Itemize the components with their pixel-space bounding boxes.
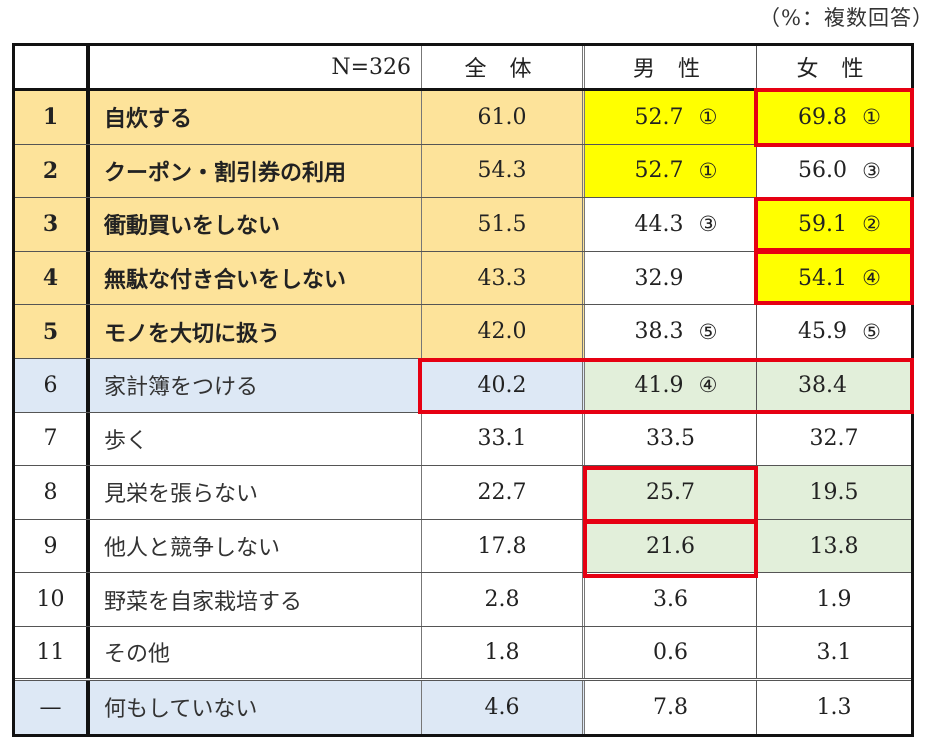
header-male: 男 性 [585, 46, 757, 88]
male-rank: ④ [698, 373, 718, 398]
female-value: 32.7 [809, 426, 859, 452]
header-rank [15, 46, 90, 88]
rank-cell: 1 [15, 91, 90, 144]
male-value: 0.6 [585, 626, 757, 678]
rank-cell: 9 [15, 519, 90, 573]
female-value: 38.4 [757, 358, 911, 412]
table-row: 4 無駄な付き合いをしない 43.3 32.9 54.1 ④ [15, 251, 911, 306]
item-label: 無駄な付き合いをしない [90, 251, 422, 305]
female-rank: ③ [862, 158, 881, 183]
total-value: 54.3 [422, 144, 585, 198]
table-row: 8 見栄を張らない 22.7 25.7 19.5 [15, 466, 911, 520]
rank-cell: 8 [15, 466, 90, 519]
female-value: 69.8 ① [757, 91, 911, 144]
table-row: 9 他人と競争しない 17.8 21.6 13.8 [15, 519, 911, 574]
item-label: 家計簿をつける [90, 358, 422, 412]
total-value: 42.0 [422, 305, 585, 358]
item-label: 衝動買いをしない [90, 198, 422, 251]
total-value: 17.8 [422, 519, 585, 573]
female-value: 45.9 ⑤ [798, 319, 881, 345]
male-value: 7.8 [585, 680, 757, 735]
total-value: 40.2 [422, 358, 585, 412]
unit-caption: （%：複数回答） [759, 6, 934, 30]
item-label: 野菜を自家栽培する [90, 573, 422, 626]
male-value: 25.7 [585, 466, 757, 519]
male-rank: ③ [698, 212, 718, 237]
table-row: 7 歩く 33.1 33.5 32.7 [15, 412, 911, 467]
item-label: 自炊する [90, 91, 422, 144]
female-rank: ⑤ [862, 319, 881, 344]
total-value: 61.0 [422, 91, 585, 144]
male-value: 38.3 ⑤ [585, 305, 757, 358]
male-value: 52.7 ① [585, 91, 757, 144]
rank-cell: 11 [15, 626, 90, 678]
male-value: 32.9 [585, 251, 757, 305]
rank-cell: 5 [15, 305, 90, 358]
header-total: 全 体 [422, 46, 585, 88]
total-value: 43.3 [422, 251, 585, 305]
female-rank: ④ [862, 266, 881, 291]
female-value: 54.1 ④ [757, 251, 911, 305]
female-rank: ② [862, 212, 881, 237]
table-row: 10 野菜を自家栽培する 2.8 3.6 1.9 [15, 573, 911, 627]
male-value: 44.3 ③ [585, 198, 757, 251]
rank-cell: 2 [15, 144, 90, 198]
rank-cell: 10 [15, 573, 90, 626]
item-label: モノを大切に扱う [90, 305, 422, 358]
item-label: 何もしていない [90, 680, 422, 735]
table-header: N=326 全 体 男 性 女 性 [15, 46, 911, 91]
item-label: 他人と競争しない [90, 519, 422, 573]
total-value: 22.7 [422, 466, 585, 519]
survey-table: N=326 全 体 男 性 女 性 1 自炊する 61.0 52.7 ① 69.8… [12, 43, 914, 737]
total-value: 2.8 [422, 573, 585, 626]
rank-cell: 6 [15, 358, 90, 412]
male-value: 3.6 [585, 573, 757, 626]
rank-cell: — [15, 680, 90, 735]
table-row: 11 その他 1.8 0.6 3.1 [15, 626, 911, 681]
item-label: クーポン・割引券の利用 [90, 144, 422, 198]
female-value: 56.0 ③ [798, 158, 881, 184]
female-rank: ① [862, 105, 881, 130]
rank-cell: 7 [15, 412, 90, 466]
table-row: 5 モノを大切に扱う 42.0 38.3 ⑤ 45.9 ⑤ [15, 305, 911, 359]
item-label: 歩く [90, 412, 422, 466]
table-row: 3 衝動買いをしない 51.5 44.3 ③ 59.1 ② [15, 198, 911, 252]
female-value: 1.9 [816, 587, 852, 613]
total-value: 33.1 [422, 412, 585, 466]
female-value: 59.1 ② [757, 198, 911, 251]
header-n: N=326 [90, 46, 422, 88]
total-value: 51.5 [422, 198, 585, 251]
female-value: 13.8 [757, 519, 911, 573]
table-row: 6 家計簿をつける 40.2 41.9 ④ 38.4 [15, 358, 911, 413]
item-label: 見栄を張らない [90, 466, 422, 519]
header-female: 女 性 [796, 57, 872, 82]
male-rank: ① [698, 158, 718, 183]
female-value: 19.5 [757, 466, 911, 519]
male-rank: ① [698, 105, 718, 130]
total-value: 1.8 [422, 626, 585, 678]
table-row: 2 クーポン・割引券の利用 54.3 52.7 ① 56.0 ③ [15, 144, 911, 199]
table-row: — 何もしていない 4.6 7.8 1.3 [15, 680, 911, 735]
rank-cell: 3 [15, 198, 90, 251]
male-value: 33.5 [585, 412, 757, 466]
male-value: 21.6 [585, 519, 757, 573]
rank-cell: 4 [15, 251, 90, 305]
male-value: 52.7 ① [585, 144, 757, 198]
male-value: 41.9 ④ [585, 358, 757, 412]
total-value: 4.6 [422, 680, 585, 735]
female-value: 1.3 [816, 694, 852, 720]
male-rank: ⑤ [698, 319, 718, 344]
table-row: 1 自炊する 61.0 52.7 ① 69.8 ① [15, 91, 911, 145]
item-label: その他 [90, 626, 422, 678]
female-value: 3.1 [816, 639, 852, 665]
